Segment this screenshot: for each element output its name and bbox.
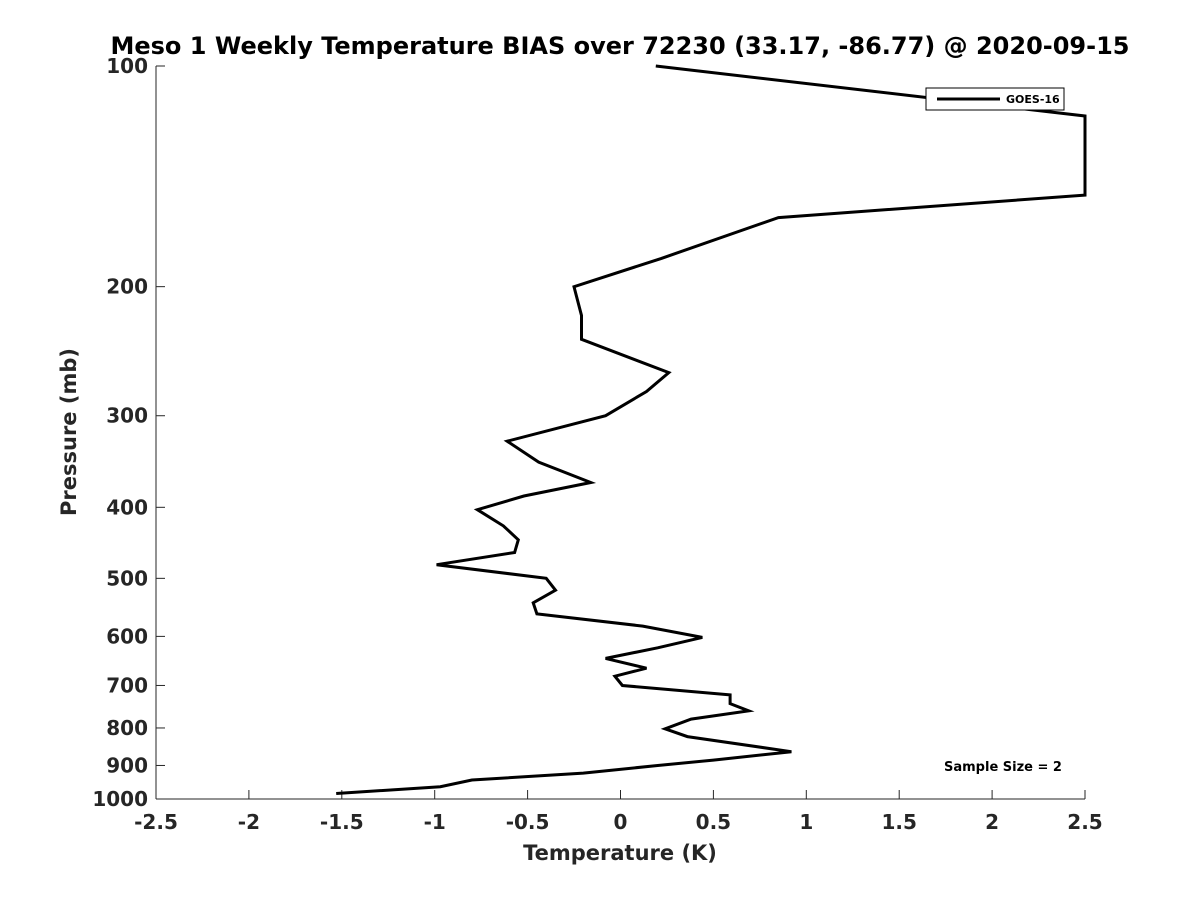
chart-title: Meso 1 Weekly Temperature BIAS over 7223… [110, 32, 1129, 60]
legend: GOES-16 [925, 87, 1065, 111]
y-tick-label: 200 [106, 275, 148, 299]
y-tick-label: 400 [106, 495, 148, 519]
y-tick-label: 900 [106, 753, 148, 777]
x-tick-label: -2 [238, 810, 260, 834]
y-tick-label: 1000 [92, 787, 148, 811]
legend-label-goes-16: GOES-16 [1006, 93, 1060, 106]
x-tick-label: -1 [424, 810, 446, 834]
y-axis: 100 200 300 400 500 600 700 800 900 1000 [92, 54, 165, 811]
x-tick-label: 0.5 [696, 810, 731, 834]
y-tick-label: 800 [106, 716, 148, 740]
y-tick-label: 600 [106, 624, 148, 648]
x-axis: -2.5 -2 -1.5 -1 -0.5 0 0.5 1 1.5 2 2.5 [134, 790, 1103, 834]
series-line-goes-16 [336, 64, 1087, 795]
x-tick-label: 2 [985, 810, 999, 834]
x-axis-label: Temperature (K) [523, 841, 717, 865]
series-layer [336, 64, 1087, 795]
x-tick-label: -0.5 [506, 810, 550, 834]
x-tick-label: -1.5 [320, 810, 364, 834]
sample-size-annotation: Sample Size = 2 [944, 760, 1062, 775]
x-tick-label: 0 [614, 810, 628, 834]
y-tick-label: 100 [106, 54, 148, 78]
y-tick-label: 500 [106, 566, 148, 590]
x-tick-label: 1 [799, 810, 813, 834]
y-tick-label: 700 [106, 673, 148, 697]
x-tick-label: -2.5 [134, 810, 178, 834]
x-tick-label: 1.5 [881, 810, 916, 834]
y-tick-label: 300 [106, 404, 148, 428]
x-tick-label: 2.5 [1067, 810, 1102, 834]
plot-area [156, 66, 1085, 799]
y-axis-label: Pressure (mb) [57, 348, 81, 516]
